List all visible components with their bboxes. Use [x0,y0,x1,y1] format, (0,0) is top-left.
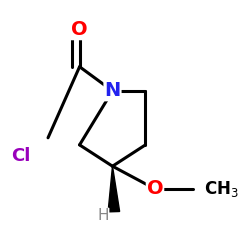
Text: H: H [97,208,109,224]
Polygon shape [108,166,120,212]
Text: O: O [147,180,163,199]
Text: O: O [71,20,88,39]
Text: Cl: Cl [11,147,30,165]
Text: N: N [104,82,120,100]
Text: CH$_3$: CH$_3$ [204,179,239,199]
